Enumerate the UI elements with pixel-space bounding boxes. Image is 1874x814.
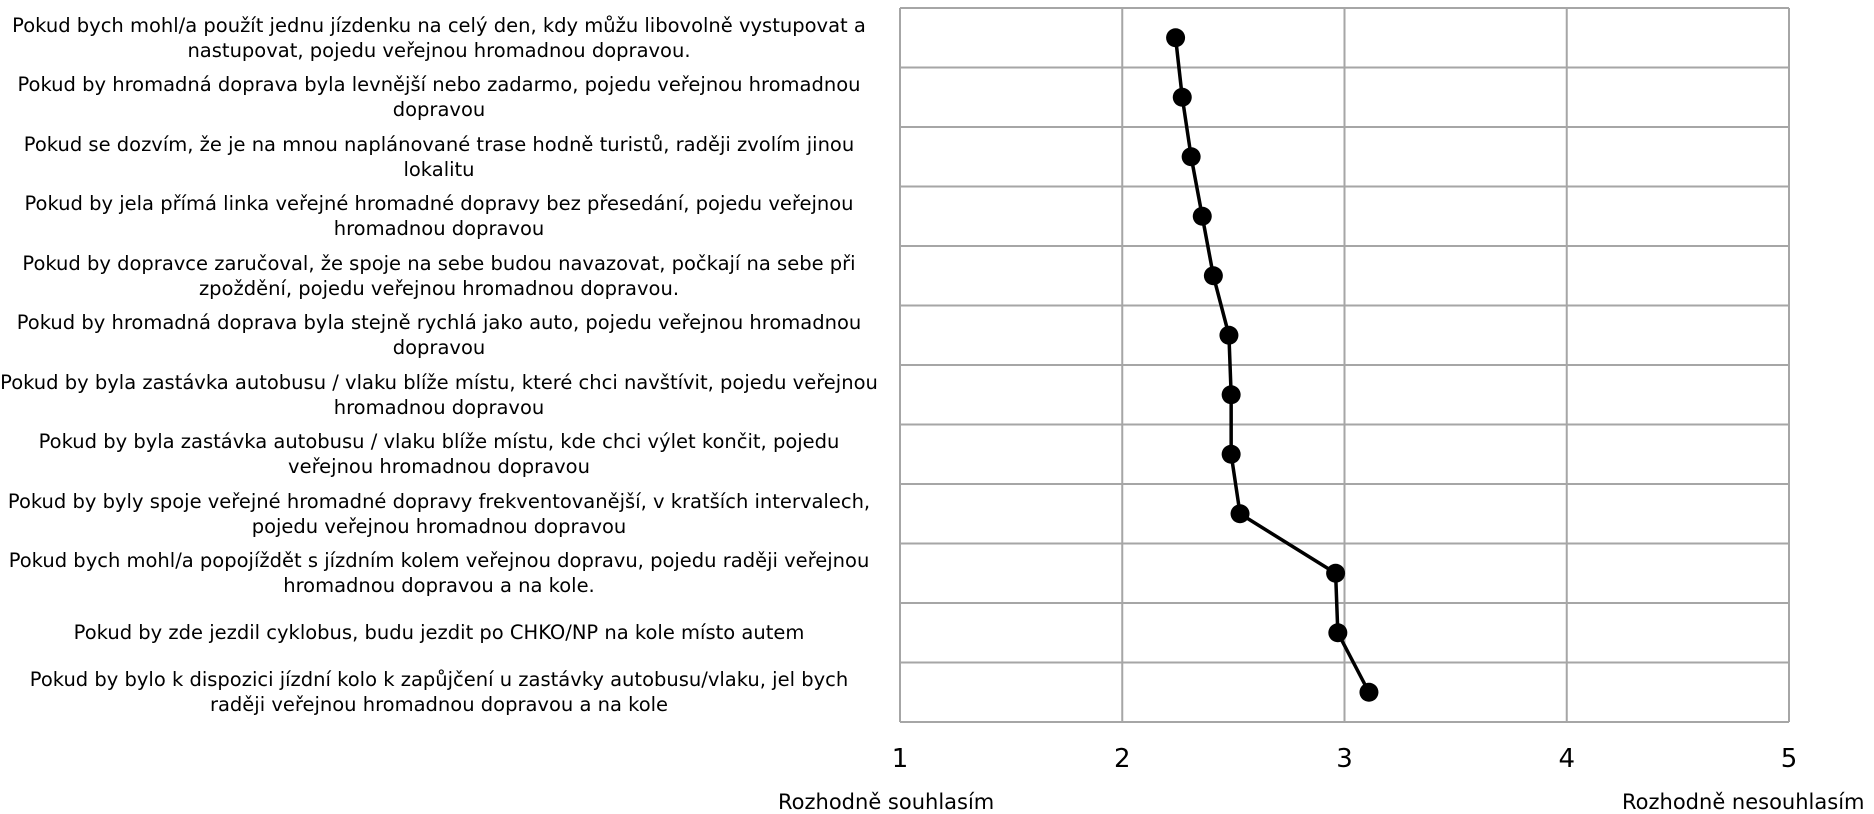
category-label: Pokud bych mohl/a popojíždět s jízdním k… [8, 549, 870, 598]
category-label: Pokud by byla zastávka autobusu / vlaku … [0, 370, 878, 419]
grid-lines [899, 7, 1790, 723]
x-tick-label: 4 [1558, 744, 1576, 774]
data-point [1181, 147, 1201, 167]
data-point [1221, 385, 1241, 405]
data-point [1203, 266, 1223, 286]
data-point [1230, 504, 1250, 524]
x-tick-label: 5 [1780, 744, 1798, 774]
category-label: Pokud se dozvím, že je na mnou naplánova… [23, 132, 855, 181]
series-line [1173, 37, 1371, 694]
data-point [1172, 87, 1192, 107]
category-label: Pokud by dopravce zaručoval, že spoje na… [22, 251, 856, 300]
data-point [1221, 444, 1241, 464]
series-line-group [1166, 28, 1379, 702]
category-label: Pokud by byla zastávka autobusu / vlaku … [38, 430, 840, 479]
category-label: Pokud by hromadná doprava byla levnější … [17, 73, 861, 122]
category-label: Pokud bych mohl/a použít jednu jízdenku … [12, 13, 866, 62]
category-label: Pokud by hromadná doprava byla stejně ry… [16, 311, 862, 360]
category-label: Pokud by jela přímá linka veřejné hromad… [24, 192, 854, 241]
x-axis-left-label: Rozhodně souhlasím [778, 790, 995, 814]
data-point [1192, 206, 1212, 226]
category-label: Pokud by byly spoje veřejné hromadné dop… [7, 489, 871, 538]
category-label: Pokud by zde jezdil cyklobus, budu jezdi… [73, 621, 805, 645]
x-tick-label: 3 [1336, 744, 1353, 774]
data-point [1359, 682, 1379, 702]
data-point [1219, 325, 1239, 345]
category-label: Pokud by bylo k dispozici jízdní kolo k … [29, 668, 849, 717]
data-point [1326, 563, 1346, 583]
x-axis-right-label: Rozhodně nesouhlasím [1622, 790, 1865, 814]
x-tick-label: 1 [891, 744, 909, 774]
x-tick-label: 2 [1113, 744, 1131, 774]
data-point [1166, 28, 1186, 48]
data-point [1328, 623, 1348, 643]
